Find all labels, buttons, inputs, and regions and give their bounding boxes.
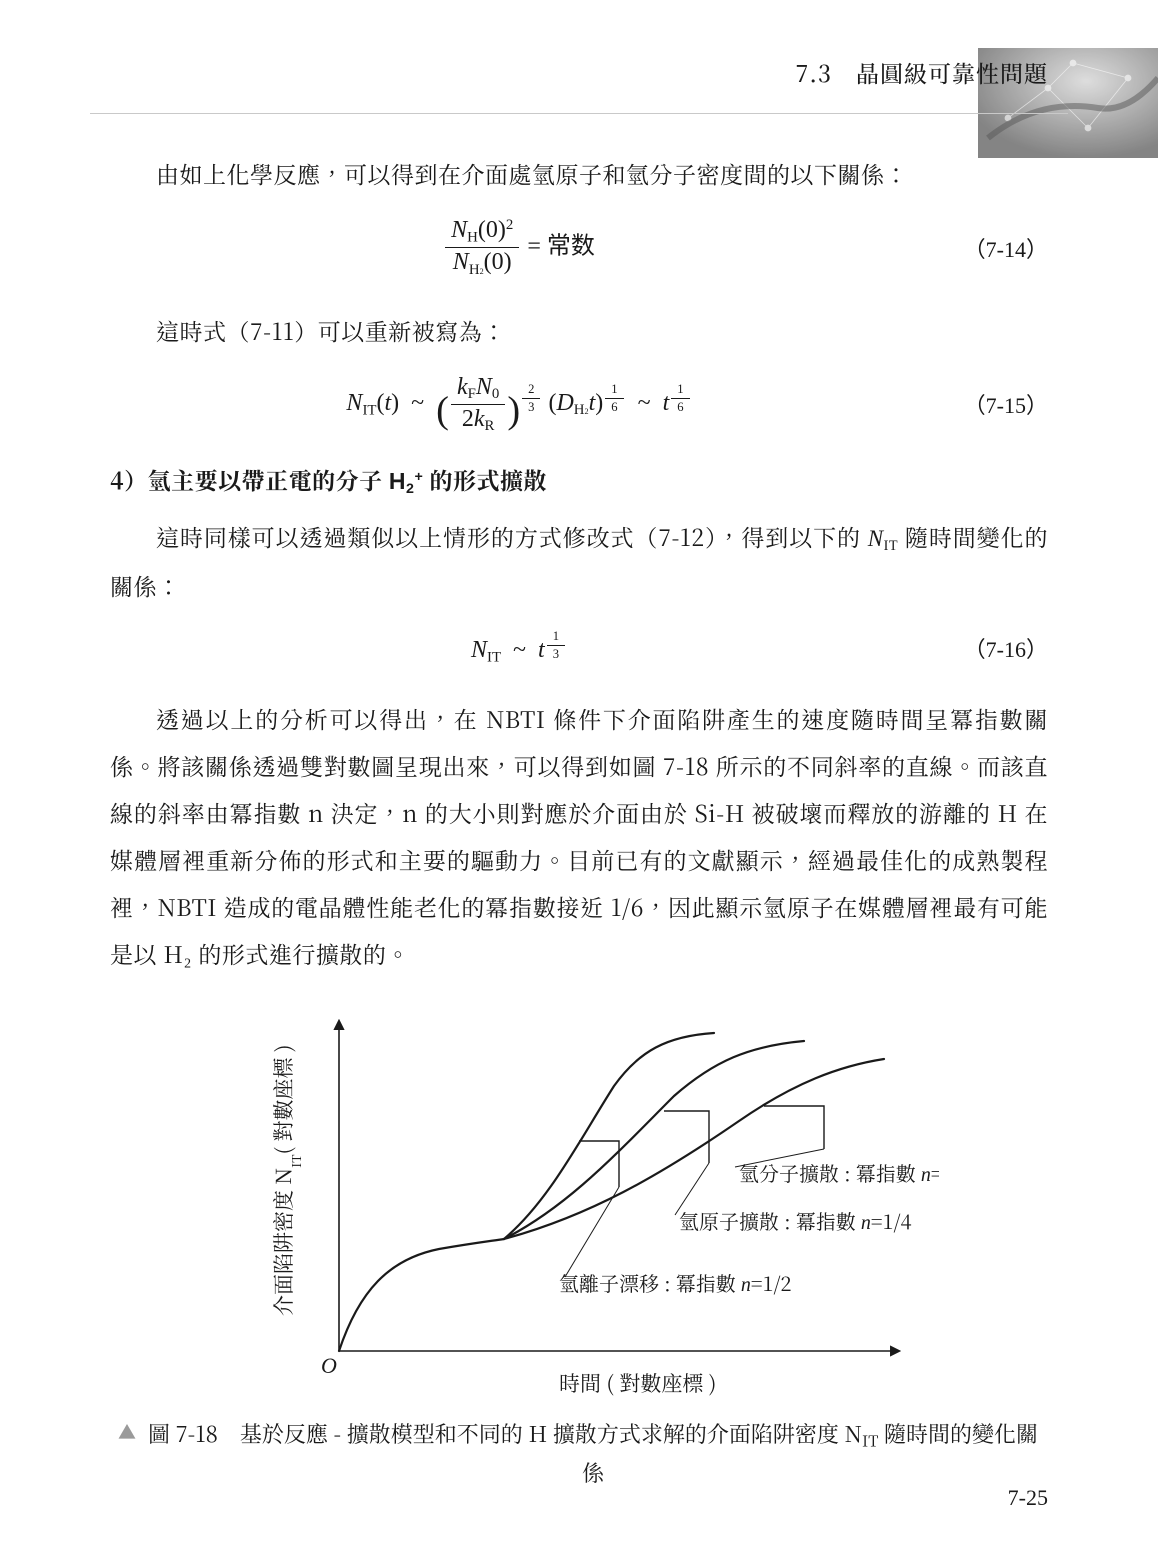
equation-body: NH(0)2 NH2(0) = 常数	[110, 217, 928, 278]
figure-7-18: O 氫分子擴散 : 冪指數 n=1/6 氫原子擴散 : 冪指數 n=1/4 氫離子漂移…	[110, 991, 1048, 1491]
triangle-marker-icon: ▲	[118, 1415, 136, 1449]
equation-number: （7-16）	[928, 632, 1048, 664]
svg-text:O: O	[321, 1353, 337, 1378]
page-number: 7-25	[1008, 1485, 1048, 1511]
svg-text:氫原子擴散 : 冪指數 n=1/4: 氫原子擴散 : 冪指數 n=1/4	[679, 1206, 912, 1235]
paragraph: 由如上化學反應，可以得到在介面處氫原子和氫分子密度間的以下關係：	[110, 150, 1048, 197]
paragraph: 這時同樣可以透過類似以上情形的方式修改式（7-12），得到以下的 NIT 隨時間…	[110, 513, 1048, 609]
equation-body: NIT(t) ~ ( kFN0 2kR )23 (DH2t)16 ~ t16	[110, 374, 928, 435]
eq-rhs: = 常数	[527, 233, 595, 259]
heading-suffix: 的形式擴散	[423, 463, 547, 496]
p3a: 這時同樣可以透過類似以上情形的方式修改式（7-12），得到以下的	[156, 520, 868, 553]
svg-text:氫分子擴散 : 冪指數 n=1/6: 氫分子擴散 : 冪指數 n=1/6	[739, 1158, 939, 1187]
equation-number: （7-14）	[928, 232, 1048, 264]
subsection-heading: 4）氫主要以帶正電的分子 H2+ 的形式擴散	[110, 463, 1048, 497]
equation-number: （7-15）	[928, 388, 1048, 420]
figure-caption-row: ▲ 圖 7-18 基於反應 - 擴散模型和不同的 H 擴散方式求解的介面陷阱密度…	[110, 1415, 1048, 1491]
page: 7.3 晶圓級可靠性問題 由如上化學反應，可以得到在介面處氫原子和氫分子密度間的…	[0, 0, 1158, 1551]
paragraph: 透過以上的分析可以得出，在 NBTI 條件下介面陷阱產生的速度隨時間呈冪指數關係…	[110, 695, 1048, 978]
figure-plot: O 氫分子擴散 : 冪指數 n=1/6 氫原子擴散 : 冪指數 n=1/4 氫離子漂移…	[219, 991, 939, 1411]
heading-prefix: 4）氫主要以帶正電的分子	[110, 463, 389, 496]
figure-caption: 圖 7-18 基於反應 - 擴散模型和不同的 H 擴散方式求解的介面陷阱密度 N…	[146, 1415, 1040, 1491]
svg-text:氫離子漂移 : 冪指數 n=1/2: 氫離子漂移 : 冪指數 n=1/2	[559, 1268, 792, 1297]
page-header: 7.3 晶圓級可靠性問題	[110, 48, 1048, 108]
section-title: 7.3 晶圓級可靠性問題	[796, 56, 1049, 89]
equation-7-16: NIT ~ t13 （7-16）	[110, 629, 1048, 666]
header-rule	[90, 113, 1068, 114]
equation-7-14: NH(0)2 NH2(0) = 常数 （7-14）	[110, 217, 1048, 278]
svg-text:介面陷阱密度 NIT( 對數座標 ): 介面陷阱密度 NIT( 對數座標 )	[268, 1045, 305, 1317]
equation-body: NIT ~ t13	[110, 629, 928, 666]
paragraph: 這時式（7-11）可以重新被寫為：	[110, 307, 1048, 354]
svg-text:時間 ( 對數座標 ): 時間 ( 對數座標 )	[559, 1368, 716, 1398]
equation-7-15: NIT(t) ~ ( kFN0 2kR )23 (DH2t)16 ~ t16 （…	[110, 374, 1048, 435]
